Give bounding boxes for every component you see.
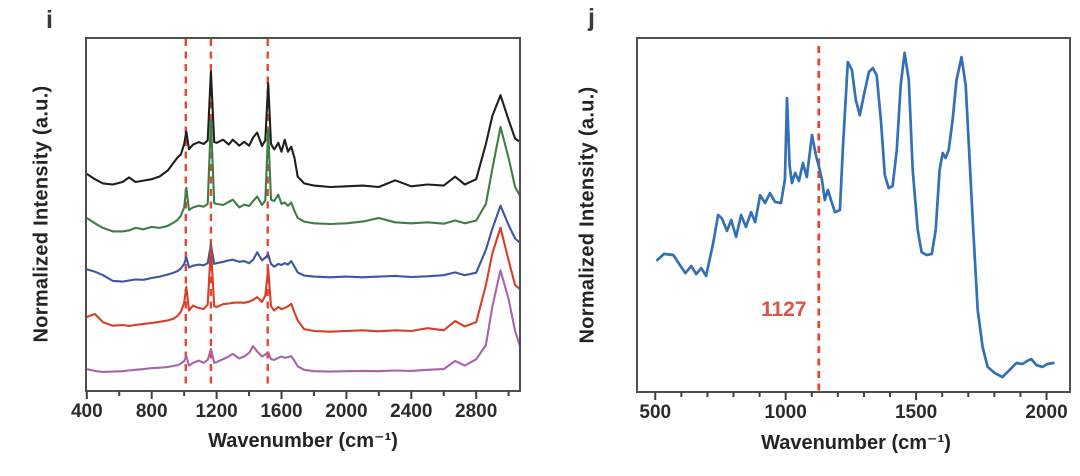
- spectrum-plot-j: 500 1000 1500 2000 1127: [636, 37, 1071, 423]
- plot-frame: [636, 37, 1071, 393]
- panel-label-i: i: [46, 6, 53, 34]
- spectrum-purple: [86, 269, 520, 373]
- panel-label-j: j: [588, 4, 595, 32]
- x-tick-label: 2400: [390, 401, 432, 422]
- spectrum-red: [86, 226, 520, 333]
- spectrum-green: [86, 118, 520, 233]
- x-tick-label: 2000: [1025, 402, 1067, 423]
- plot-frame: [85, 37, 521, 392]
- x-tick-label: 800: [136, 401, 168, 422]
- x-tick-label: 400: [71, 401, 103, 422]
- spectra-plot-i: 400 800 1200 1600 2000 2400 2800: [71, 37, 521, 422]
- x-axis-title-i: Wavenumber (cm⁻¹): [208, 430, 398, 452]
- x-tick-label: 2800: [455, 401, 497, 422]
- x-tick-label: 1200: [195, 401, 237, 422]
- x-tick-label: 2000: [325, 401, 367, 422]
- annotation-1127: 1127: [761, 298, 807, 321]
- spectrum-blue: [86, 204, 520, 283]
- spectrum-blue: [655, 51, 1055, 379]
- spectrum-black: [86, 70, 520, 189]
- x-tick-label: 500: [639, 402, 671, 423]
- x-tick-label: 1000: [765, 402, 807, 423]
- x-tick-label: 1500: [895, 402, 937, 423]
- x-axis-title-j: Wavenumber (cm⁻¹): [761, 432, 951, 454]
- x-tick-label: 1600: [260, 401, 302, 422]
